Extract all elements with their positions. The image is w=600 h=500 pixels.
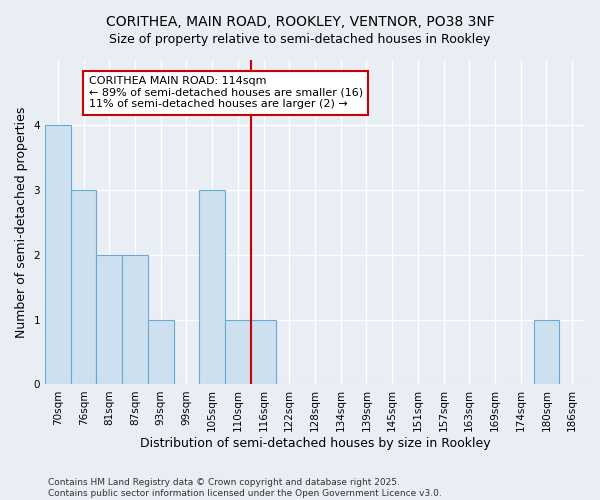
- Text: Size of property relative to semi-detached houses in Rookley: Size of property relative to semi-detach…: [109, 32, 491, 46]
- Y-axis label: Number of semi-detached properties: Number of semi-detached properties: [15, 106, 28, 338]
- Bar: [199, 190, 225, 384]
- Text: CORITHEA, MAIN ROAD, ROOKLEY, VENTNOR, PO38 3NF: CORITHEA, MAIN ROAD, ROOKLEY, VENTNOR, P…: [106, 15, 494, 29]
- Bar: [148, 320, 173, 384]
- X-axis label: Distribution of semi-detached houses by size in Rookley: Distribution of semi-detached houses by …: [140, 437, 490, 450]
- Bar: [71, 190, 97, 384]
- Bar: [533, 320, 559, 384]
- Bar: [122, 254, 148, 384]
- Text: Contains HM Land Registry data © Crown copyright and database right 2025.
Contai: Contains HM Land Registry data © Crown c…: [48, 478, 442, 498]
- Bar: [45, 125, 71, 384]
- Bar: [251, 320, 277, 384]
- Bar: [225, 320, 251, 384]
- Bar: [97, 254, 122, 384]
- Text: CORITHEA MAIN ROAD: 114sqm
← 89% of semi-detached houses are smaller (16)
11% of: CORITHEA MAIN ROAD: 114sqm ← 89% of semi…: [89, 76, 363, 110]
